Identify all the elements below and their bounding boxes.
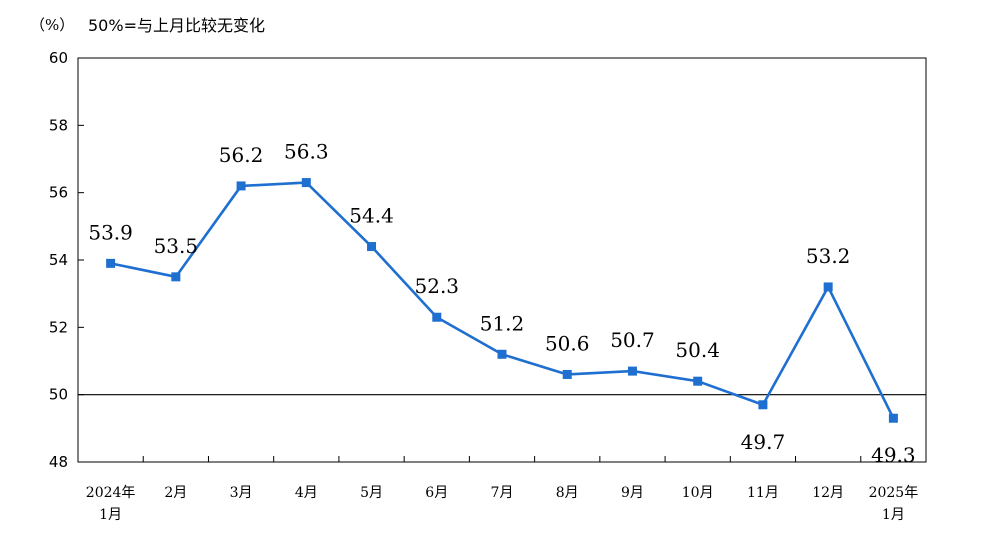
data-point-marker — [497, 349, 507, 359]
y-tick-label: 52 — [49, 318, 68, 336]
data-label: 56.2 — [219, 143, 264, 167]
data-point-marker — [888, 413, 898, 423]
data-point-marker — [823, 282, 833, 292]
data-point-marker — [171, 272, 181, 282]
y-tick-label: 56 — [49, 184, 68, 202]
x-tick-label: 6月 — [425, 485, 448, 501]
plot-frame — [77, 57, 927, 463]
data-point-marker — [106, 258, 116, 268]
data-label: 49.3 — [871, 443, 916, 467]
data-label: 53.9 — [88, 220, 133, 244]
baseline-note: 50%=与上月比较无变化 — [88, 16, 265, 35]
x-tick-label: 1月 — [99, 507, 122, 523]
data-label: 50.7 — [610, 328, 655, 352]
data-label: 54.4 — [349, 204, 394, 228]
x-tick-label: 8月 — [556, 485, 579, 501]
y-tick-label: 54 — [49, 251, 68, 269]
data-point-marker — [693, 376, 703, 386]
data-label: 53.2 — [806, 244, 851, 268]
data-point-marker — [301, 178, 311, 188]
x-tick-label: 2月 — [164, 485, 187, 501]
data-point-marker — [236, 181, 246, 191]
x-tick-label: 2025年 — [869, 485, 919, 501]
x-tick-label: 5月 — [360, 485, 383, 501]
y-tick-label: 50 — [49, 386, 68, 404]
x-tick-label: 7月 — [491, 485, 514, 501]
data-label: 50.6 — [545, 331, 590, 355]
x-tick-label: 2024年 — [86, 485, 136, 501]
data-label: 52.3 — [415, 274, 460, 298]
unit-label: （%） — [30, 16, 74, 34]
data-label: 56.3 — [284, 140, 329, 164]
y-tick-label: 60 — [49, 49, 68, 67]
x-tick-label: 3月 — [230, 485, 253, 501]
x-tick-label: 1月 — [882, 507, 905, 523]
data-label: 49.7 — [741, 430, 786, 454]
x-tick-label: 9月 — [621, 485, 644, 501]
data-point-marker — [367, 242, 377, 252]
x-tick-label: 4月 — [295, 485, 318, 501]
y-tick-label: 48 — [49, 453, 68, 471]
data-point-marker — [432, 312, 442, 322]
data-label: 51.2 — [480, 311, 525, 335]
data-point-marker — [562, 369, 572, 379]
data-point-marker — [758, 400, 768, 410]
y-tick-label: 58 — [49, 116, 68, 134]
data-label: 50.4 — [675, 338, 720, 362]
data-label: 53.5 — [154, 234, 199, 258]
x-tick-label: 10月 — [682, 485, 714, 501]
data-point-marker — [627, 366, 637, 376]
x-tick-label: 12月 — [812, 485, 844, 501]
series-line — [110, 181, 895, 419]
x-tick-label: 11月 — [747, 485, 779, 501]
